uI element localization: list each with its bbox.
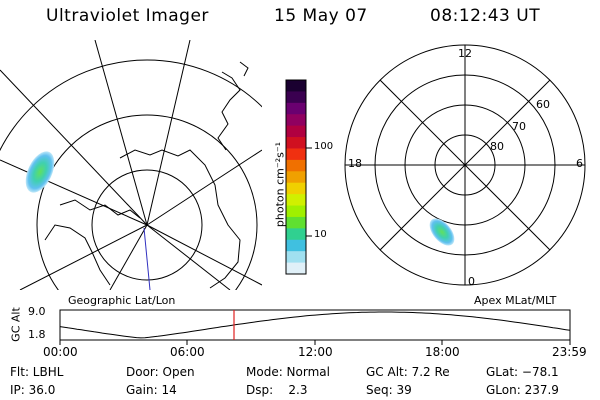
colorbar-band: [286, 114, 306, 127]
mlat-label-60: 60: [536, 98, 550, 111]
gc-alt-curve: [59, 311, 571, 339]
colorbar-band: [286, 102, 306, 115]
colorbar-band: [286, 205, 306, 218]
gc-alt-plot: [59, 309, 571, 345]
left-map-caption: Geographic Lat/Lon: [68, 294, 176, 307]
colorbar-band: [286, 194, 306, 207]
colorbar-tick-10: 10: [314, 229, 327, 240]
gc-alt-ymin: 1.8: [28, 328, 46, 341]
right-map-caption: Apex MLat/MLT: [474, 294, 557, 307]
mlt-label-6: 6: [576, 157, 583, 170]
mlt-label-18: 18: [348, 157, 362, 170]
status-door: Door: Open: [126, 365, 195, 379]
colorbar-band: [286, 148, 306, 161]
x-tick-2359: 23:59: [552, 345, 587, 359]
colorbar-band: [286, 159, 306, 172]
colorbar-band: [286, 228, 306, 241]
colorbar-band: [286, 216, 306, 229]
x-tick-1200: 12:00: [298, 345, 333, 359]
geographic-map: [0, 40, 262, 290]
colorbar-tick-100: 100: [314, 141, 334, 152]
mlat-label-80: 80: [490, 140, 504, 153]
x-tick-1800: 18:00: [425, 345, 460, 359]
time-label: 08:12:43 UT: [430, 6, 541, 26]
colorbar: [286, 80, 306, 275]
status-gc-alt: GC Alt: 7.2 Re: [366, 365, 450, 379]
colorbar-band: [286, 239, 306, 252]
status-ip: IP: 36.0: [10, 383, 56, 397]
colorbar-band: [286, 182, 306, 195]
status-dsp: Dsp: 2.3: [246, 383, 308, 397]
colorbar-band: [286, 91, 306, 104]
x-tick-0000: 00:00: [43, 345, 78, 359]
colorbar-unit-label: photon cm⁻²s⁻¹: [273, 141, 287, 228]
instrument-title: Ultraviolet Imager: [46, 6, 209, 26]
status-glat: GLat: −78.1: [486, 365, 559, 379]
colorbar-band: [286, 80, 306, 92]
colorbar-band: [286, 137, 306, 149]
status-mode: Mode: Normal: [246, 365, 330, 379]
mlt-label-12: 12: [458, 47, 472, 60]
status-glon: GLon: 237.9: [486, 383, 559, 397]
colorbar-band: [286, 171, 306, 184]
mlat-mlt-map: [344, 44, 586, 286]
mlt-label-0: 0: [468, 275, 475, 288]
status-seq: Seq: 39: [366, 383, 412, 397]
status-filter: Flt: LBHL: [10, 365, 64, 379]
colorbar-band: [286, 125, 306, 138]
colorbar-band: [286, 251, 306, 264]
gc-alt-ylabel: GC Alt: [9, 307, 23, 342]
aurora-emission-right: [429, 218, 455, 246]
mlat-label-70: 70: [512, 120, 526, 133]
status-gain: Gain: 14: [126, 383, 177, 397]
date-label: 15 May 07: [274, 6, 368, 26]
aurora-emission-left: [25, 151, 55, 193]
x-tick-0600: 06:00: [170, 345, 205, 359]
colorbar-band: [286, 262, 306, 275]
gc-alt-ymax: 9.0: [28, 305, 46, 318]
